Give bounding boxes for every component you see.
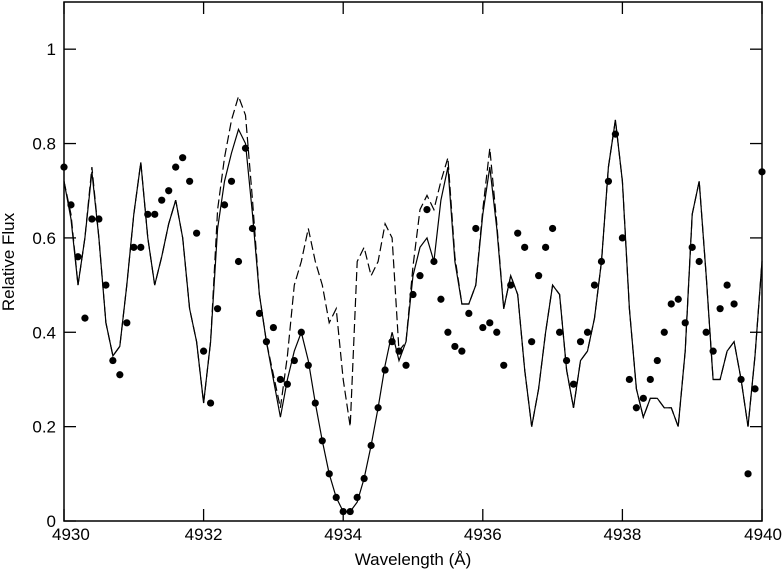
data-point: [213, 305, 222, 313]
data-point: [681, 319, 689, 327]
y-tick-label: 0.4: [32, 323, 56, 342]
data-point: [590, 281, 599, 289]
data-point: [562, 356, 571, 365]
data-point: [234, 257, 243, 266]
data-point: [472, 224, 480, 233]
data-point: [576, 338, 585, 346]
data-point: [758, 168, 766, 176]
data-point: [227, 177, 236, 185]
data-point: [528, 338, 536, 346]
data-point: [123, 319, 131, 327]
data-point: [625, 375, 633, 384]
data-point: [130, 243, 138, 251]
data-point: [514, 229, 522, 237]
data-point: [206, 399, 215, 407]
data-point: [402, 361, 410, 369]
data-point: [674, 295, 682, 303]
data-point: [304, 361, 312, 369]
data-point: [88, 215, 96, 223]
data-point: [423, 206, 431, 214]
y-axis-label: Relative Flux: [0, 212, 18, 311]
data-point: [102, 281, 110, 289]
data-point: [186, 177, 194, 185]
data-point: [632, 404, 640, 412]
x-tick-label: 4932: [185, 525, 223, 544]
data-point: [660, 328, 668, 336]
data-point: [193, 229, 201, 237]
data-point: [723, 281, 731, 289]
data-point: [74, 253, 82, 261]
data-point: [744, 470, 752, 478]
data-point: [179, 154, 187, 162]
y-tick-label: 0: [47, 512, 56, 531]
data-point: [255, 309, 264, 317]
data-point: [137, 243, 145, 251]
x-axis-label: Wavelength (Å): [355, 550, 472, 569]
data-point: [639, 394, 647, 402]
data-point: [702, 328, 710, 336]
data-point: [116, 371, 124, 379]
data-point: [444, 328, 452, 336]
data-point: [109, 356, 117, 365]
data-point: [646, 375, 654, 384]
data-point: [81, 314, 89, 322]
data-point: [569, 380, 578, 388]
data-point: [465, 309, 473, 317]
data-point: [283, 380, 291, 388]
data-point: [486, 319, 494, 327]
x-tick-label: 4940: [744, 525, 782, 544]
data-point: [716, 305, 724, 313]
data-point: [688, 243, 696, 251]
data-point: [381, 366, 389, 374]
y-tick-label: 1: [47, 40, 56, 59]
data-point: [751, 385, 759, 393]
data-point: [269, 323, 277, 332]
y-tick-label: 0.2: [32, 418, 56, 437]
data-point: [60, 163, 68, 171]
x-tick-label: 4934: [324, 525, 362, 544]
data-point: [535, 272, 543, 280]
data-point: [493, 328, 501, 336]
data-point: [165, 187, 173, 195]
data-point: [521, 243, 529, 251]
data-point: [667, 300, 675, 308]
x-tick-label: 4938: [603, 525, 641, 544]
data-point: [200, 347, 208, 355]
data-point: [653, 356, 661, 365]
data-point: [549, 224, 557, 233]
data-point: [451, 342, 459, 351]
dashed-line: [63, 94, 763, 427]
data-point: [542, 243, 550, 251]
data-point: [276, 375, 284, 384]
data-point: [695, 257, 703, 266]
data-point: [416, 272, 424, 280]
solid-line: [63, 119, 763, 513]
data-point: [555, 328, 564, 336]
x-tick-label: 4930: [52, 525, 90, 544]
data-point: [158, 196, 166, 204]
data-point: [500, 361, 508, 369]
data-point: [172, 163, 180, 171]
x-tick-label: 4936: [464, 525, 502, 544]
data-point: [220, 201, 229, 209]
y-tick-label: 0.6: [32, 229, 56, 248]
data-point: [151, 210, 159, 218]
data-point: [730, 300, 738, 308]
data-point: [458, 347, 466, 355]
data-point: [618, 234, 627, 242]
y-tick-label: 0.8: [32, 135, 56, 154]
data-point: [604, 177, 613, 185]
data-point: [479, 323, 487, 332]
data-point: [437, 295, 445, 303]
data-point: [583, 328, 592, 336]
